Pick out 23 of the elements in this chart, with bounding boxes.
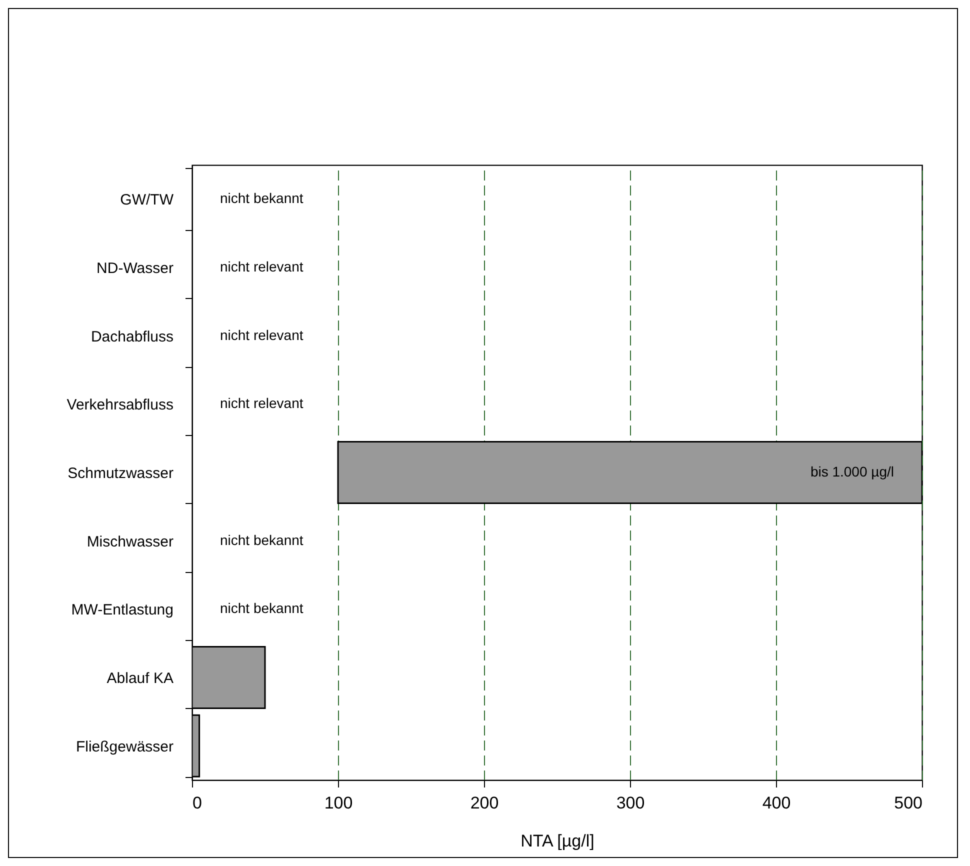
y-tick-label: ND-Wasser bbox=[96, 260, 174, 277]
text: nicht relevant bbox=[220, 326, 304, 343]
x-axis-title: NTA [µg/l] bbox=[520, 832, 594, 850]
x-tick-label: 0 bbox=[192, 794, 202, 812]
text: nicht relevant bbox=[220, 258, 304, 274]
x-tick-label: 500 bbox=[894, 794, 922, 812]
y-tick-label: Fließgewässer bbox=[76, 738, 174, 756]
x-tick-label: 200 bbox=[470, 794, 499, 812]
y-tick-label: Mischwasser bbox=[86, 533, 174, 550]
x-tick-label: 100 bbox=[324, 794, 353, 812]
y-tick-label: Dachabfluss bbox=[90, 328, 174, 346]
data-label: bis 1.000 µg/l bbox=[810, 464, 894, 480]
y-tick-label: GW/TW bbox=[120, 192, 174, 209]
text: nicht bekannt bbox=[220, 600, 304, 616]
y-tick-label: MW-Entlastung bbox=[71, 602, 174, 619]
text: nicht relevant bbox=[220, 395, 304, 412]
text: nicht bekannt bbox=[220, 190, 304, 206]
x-tick-label: 300 bbox=[616, 794, 645, 812]
x-tick-label: 400 bbox=[762, 794, 791, 812]
y-tick-label: Schmutzwasser bbox=[68, 465, 174, 482]
y-tick-label: Ablauf KA bbox=[106, 670, 174, 687]
text: nicht bekannt bbox=[220, 532, 304, 548]
y-tick-label: Verkehrsabfluss bbox=[66, 396, 174, 414]
